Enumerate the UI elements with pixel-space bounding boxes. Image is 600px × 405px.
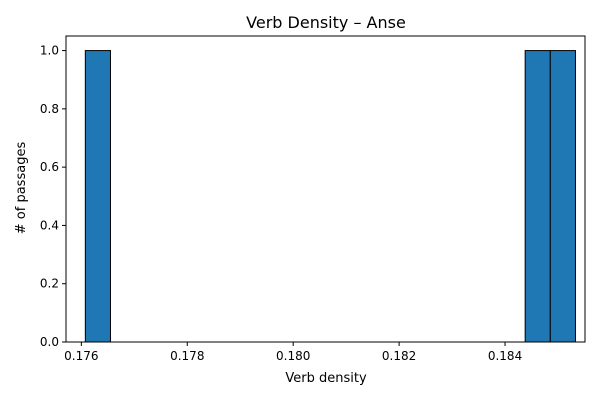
x-axis-ticks: 0.176 0.178 0.180 0.182 0.184	[64, 342, 522, 363]
y-tick-label-4: 0.6	[40, 160, 59, 174]
histogram-bar-2	[524, 50, 551, 343]
y-axis-ticks: 0.0 0.2 0.4 0.6 0.8 1.0	[40, 44, 66, 349]
y-tick-label-2: 0.2	[40, 277, 59, 291]
y-tick-label-5: 0.8	[40, 102, 59, 116]
y-axis-label: # of passages	[14, 142, 29, 235]
x-tick-label-3: 0.180	[276, 349, 310, 363]
x-tick-label-2: 0.178	[170, 349, 204, 363]
y-tick-label-6: 1.0	[40, 44, 59, 58]
histogram-bar-3	[549, 50, 576, 343]
x-tick-label-5: 0.184	[488, 349, 522, 363]
bars-group	[84, 50, 576, 343]
y-tick-label-1: 0.0	[40, 335, 59, 349]
x-tick-label-1: 0.176	[64, 349, 98, 363]
histogram-bar-1	[84, 50, 111, 343]
x-axis-label: Verb density	[285, 371, 367, 386]
x-tick-label-4: 0.182	[382, 349, 416, 363]
chart-title: Verb Density – Anse	[246, 13, 406, 32]
plot-area-frame	[65, 35, 586, 343]
y-tick-label-3: 0.4	[40, 218, 59, 232]
